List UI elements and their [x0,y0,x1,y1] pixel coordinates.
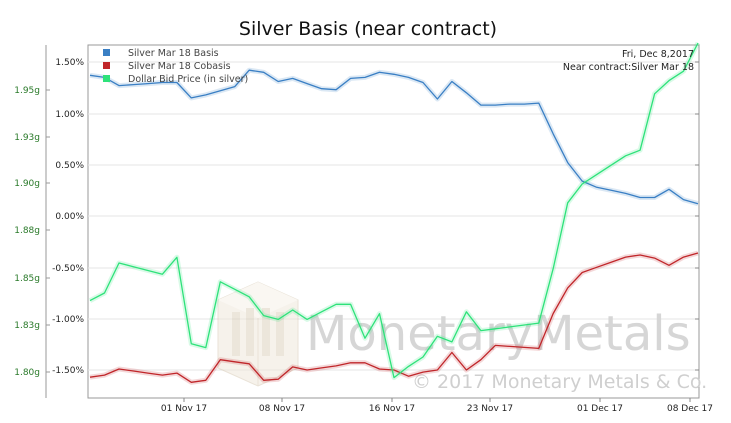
right-tick-label: 0.50% [55,161,84,171]
right-tick-label: -0.50% [52,264,84,274]
chart-title: Silver Basis (near contract) [239,18,497,40]
left-tick-label: 1.88g [14,226,40,236]
right-tick-label: -1.50% [52,366,84,376]
legend-swatch [103,49,110,56]
x-tick-label: 01 Dec 17 [577,404,623,414]
series-dollar-bid-price-line [89,42,699,379]
left-tick-label: 1.90g [14,179,40,189]
left-tick-label: 1.85g [14,274,40,284]
left-tick-label: 1.83g [14,321,40,331]
left-tick-label: 1.95g [14,86,40,96]
x-tick-label: 08 Dec 17 [667,404,713,414]
info-date: Fri, Dec 8,2017 [622,49,694,60]
left-tick-label: 1.80g [14,368,40,378]
x-axis-labels: 01 Nov 17 08 Nov 17 16 Nov 17 23 Nov 17 01 D… [161,398,713,414]
left-axis-labels: 1.95g 1.93g 1.90g 1.88g 1.85g 1.83g 1.80g [14,45,50,398]
right-axis-labels: 1.50% 1.00% 0.50% 0.00% -0.50% -1.00% -1.50% [52,58,699,376]
series-cobasis-line [89,252,699,383]
watermark-brand: MonetaryMetals [306,306,691,362]
legend-label: Silver Mar 18 Cobasis [128,61,231,72]
info-contract: Near contract:Silver Mar 18 [563,62,694,73]
x-tick-label: 16 Nov 17 [369,404,415,414]
legend-label: Silver Mar 18 Basis [128,48,219,59]
plot-frame [87,44,700,399]
right-tick-label: 1.50% [55,58,84,68]
right-tick-label: -1.00% [52,315,84,325]
legend-swatch [103,62,110,69]
grid [88,61,699,371]
x-tick-label: 23 Nov 17 [467,404,513,414]
series-basis-line [89,69,699,205]
legend-swatch [103,75,110,82]
x-tick-label: 08 Nov 17 [259,404,305,414]
legend: Silver Mar 18 Basis Silver Mar 18 Cobasis… [103,48,248,85]
series-layer [88,41,701,385]
watermark-copyright: © 2017 Monetary Metals & Co. [412,371,707,393]
legend-label: Dollar Bid Price (in silver) [128,74,248,85]
right-tick-label: 0.00% [55,212,84,222]
left-tick-label: 1.93g [14,133,40,143]
right-tick-label: 1.00% [55,110,84,120]
watermark: MonetaryMetals © 2017 Monetary Metals & … [217,281,707,393]
x-tick-label: 01 Nov 17 [161,404,207,414]
